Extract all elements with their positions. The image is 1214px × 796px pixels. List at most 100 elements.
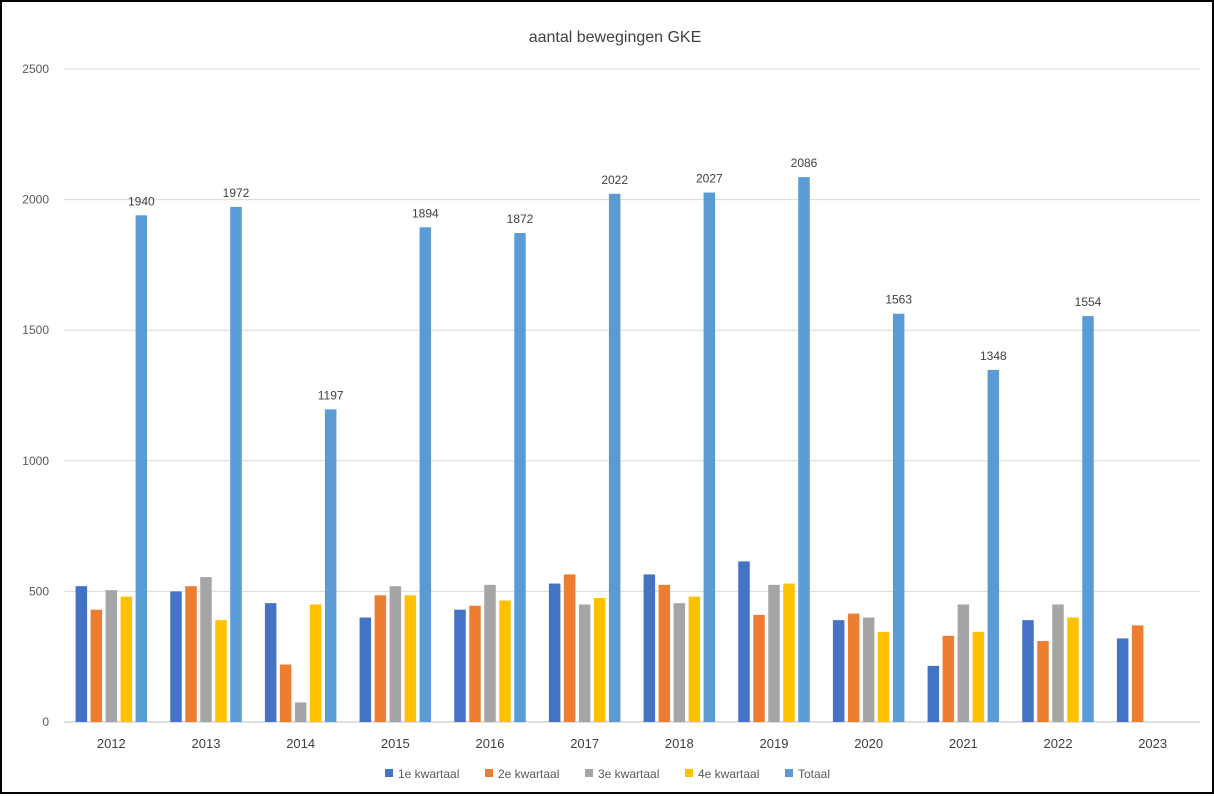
data-label-2020: 1563 <box>885 293 912 307</box>
bars <box>75 177 1144 723</box>
bar-4e-kwartaal-2021 <box>972 631 985 722</box>
bar-1e-kwartaal-2015 <box>359 617 372 722</box>
bar-totaal-2022 <box>1082 316 1094 722</box>
bar-3e-kwartaal-2021 <box>957 604 970 722</box>
bar-2e-kwartaal-2021 <box>942 635 955 722</box>
legend: 1e kwartaal 2e kwartaal 3e kwartaal 4e kwar… <box>385 767 830 781</box>
legend-swatch-totaal <box>785 769 793 777</box>
data-label-2017: 2022 <box>601 173 628 187</box>
bar-totaal-2020 <box>892 313 905 722</box>
bar-totaal-2013 <box>230 206 242 723</box>
bar-1e-kwartaal-2014 <box>264 603 277 722</box>
bar-1e-kwartaal-2021 <box>927 665 940 722</box>
bar-3e-kwartaal-2012 <box>105 590 118 722</box>
y-tick-label: 2000 <box>22 193 49 207</box>
data-label-2016: 1872 <box>507 212 534 226</box>
legend-label: 2e kwartaal <box>498 767 559 781</box>
bar-3e-kwartaal-2014 <box>294 702 307 722</box>
y-tick-label: 1000 <box>22 454 49 468</box>
x-tick-label: 2019 <box>760 736 789 751</box>
x-tick-label: 2013 <box>192 736 221 751</box>
y-tick-label: 500 <box>29 584 49 598</box>
bar-2e-kwartaal-2013 <box>185 586 197 722</box>
x-tick-label: 2022 <box>1044 736 1073 751</box>
chart-title: aantal bewegingen GKE <box>529 29 702 46</box>
bar-2e-kwartaal-2014 <box>279 664 292 722</box>
bar-totaal-2014 <box>324 409 337 722</box>
y-tick-label: 0 <box>42 715 49 729</box>
bar-1e-kwartaal-2017 <box>548 583 561 722</box>
bar-1e-kwartaal-2023 <box>1116 638 1129 722</box>
legend-swatch-3e-kwartaal <box>585 769 593 777</box>
bar-2e-kwartaal-2023 <box>1131 625 1144 722</box>
bar-4e-kwartaal-2020 <box>877 631 890 722</box>
legend-swatch-1e-kwartaal <box>385 769 393 777</box>
bar-4e-kwartaal-2017 <box>593 597 606 722</box>
bar-1e-kwartaal-2020 <box>832 620 845 722</box>
data-label-2021: 1348 <box>980 349 1007 363</box>
legend-swatch-2e-kwartaal <box>485 769 493 777</box>
bar-2e-kwartaal-2017 <box>563 574 576 722</box>
bar-totaal-2016 <box>514 233 526 722</box>
legend-label: 1e kwartaal <box>398 767 459 781</box>
y-tick-label: 1500 <box>22 323 49 337</box>
legend-label: 3e kwartaal <box>598 767 659 781</box>
data-label-2019: 2086 <box>791 156 818 170</box>
bar-4e-kwartaal-2022 <box>1067 617 1079 722</box>
bar-4e-kwartaal-2014 <box>309 604 322 722</box>
bar-3e-kwartaal-2020 <box>862 617 875 722</box>
data-label-2022: 1554 <box>1075 295 1102 309</box>
bar-3e-kwartaal-2015 <box>389 586 402 722</box>
data-label-2014: 1197 <box>318 388 344 402</box>
bar-4e-kwartaal-2016 <box>499 600 511 722</box>
x-tick-label: 2018 <box>665 736 694 751</box>
data-label-2012: 1940 <box>128 194 155 208</box>
bar-totaal-2021 <box>987 369 1000 722</box>
data-label-2018: 2027 <box>696 172 723 186</box>
gridlines <box>64 68 1200 723</box>
bar-3e-kwartaal-2019 <box>768 584 780 722</box>
y-tick-label: 2500 <box>22 62 49 76</box>
bar-4e-kwartaal-2019 <box>783 583 795 722</box>
bar-1e-kwartaal-2016 <box>454 609 466 722</box>
x-tick-label: 2014 <box>286 736 315 751</box>
x-tick-label: 2012 <box>97 736 126 751</box>
data-label-2013: 1972 <box>223 186 250 200</box>
bar-totaal-2017 <box>608 193 621 722</box>
bar-3e-kwartaal-2018 <box>673 603 686 722</box>
data-labels: 1940 1972 1197 1894 1872 2022 2027 2086 1563 1348… <box>128 156 1102 402</box>
x-tick-label: 2015 <box>381 736 410 751</box>
bar-2e-kwartaal-2019 <box>753 614 765 722</box>
bar-3e-kwartaal-2022 <box>1052 604 1064 722</box>
bar-1e-kwartaal-2019 <box>738 561 750 722</box>
bar-4e-kwartaal-2013 <box>215 620 227 722</box>
bar-1e-kwartaal-2022 <box>1022 620 1034 722</box>
bar-4e-kwartaal-2012 <box>120 596 133 722</box>
bar-1e-kwartaal-2012 <box>75 586 88 722</box>
bar-4e-kwartaal-2018 <box>688 596 701 722</box>
bar-1e-kwartaal-2018 <box>643 574 656 722</box>
bar-totaal-2019 <box>798 177 810 723</box>
x-tick-label: 2017 <box>570 736 599 751</box>
x-tick-label: 2023 <box>1138 736 1167 751</box>
bar-4e-kwartaal-2015 <box>404 595 417 722</box>
bar-1e-kwartaal-2013 <box>170 591 182 722</box>
bar-2e-kwartaal-2022 <box>1037 641 1049 722</box>
x-tick-label: 2016 <box>476 736 505 751</box>
bar-2e-kwartaal-2012 <box>90 609 103 722</box>
bar-2e-kwartaal-2015 <box>374 595 387 722</box>
bar-3e-kwartaal-2013 <box>200 577 212 722</box>
bar-3e-kwartaal-2017 <box>578 604 591 722</box>
y-axis-ticks: 0 500 1000 1500 2000 2500 <box>22 62 49 729</box>
x-axis-ticks: 2012 2013 2014 2015 2016 2017 2018 2019 2020 2021… <box>97 736 1167 751</box>
legend-swatch-4e-kwartaal <box>685 769 693 777</box>
bar-2e-kwartaal-2018 <box>658 584 671 722</box>
legend-label: 4e kwartaal <box>698 767 759 781</box>
x-tick-label: 2020 <box>854 736 883 751</box>
data-label-2015: 1894 <box>412 206 439 220</box>
bar-2e-kwartaal-2020 <box>847 613 860 722</box>
bar-totaal-2015 <box>419 227 432 722</box>
bar-totaal-2018 <box>703 192 716 722</box>
